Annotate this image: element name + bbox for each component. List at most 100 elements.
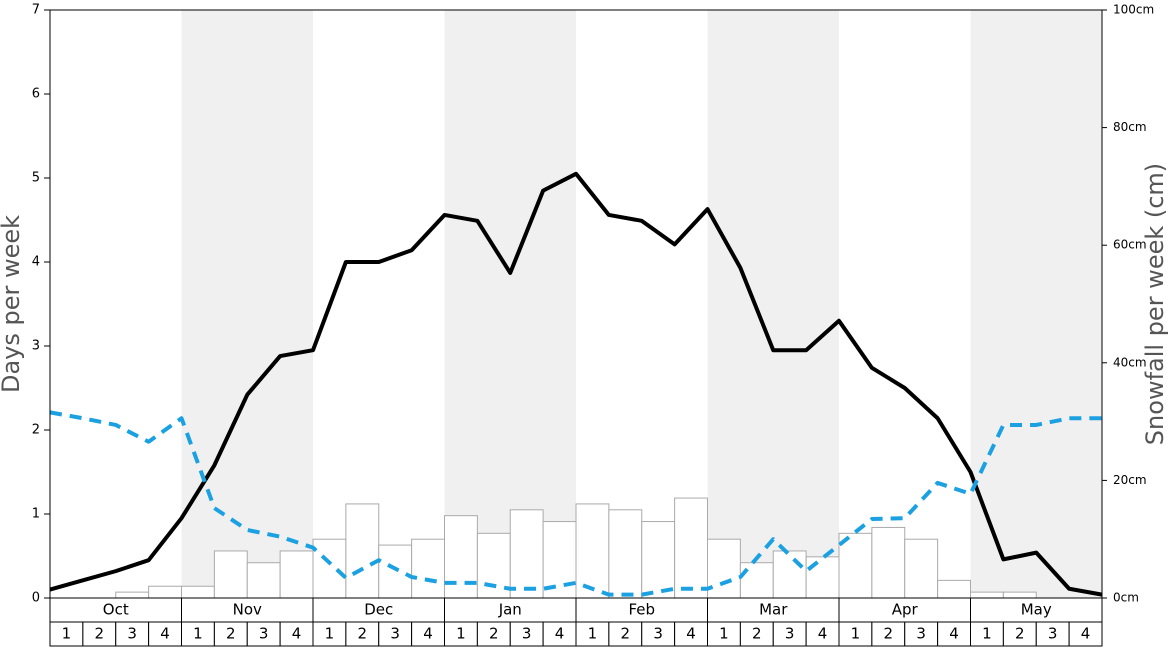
week-label: 1 — [193, 625, 203, 643]
week-cell — [707, 621, 741, 647]
snowfall-bar — [575, 503, 610, 599]
plot — [49, 171, 1103, 599]
week-label: 1 — [456, 625, 466, 643]
snowfall-bar — [1002, 591, 1037, 599]
y2-tick-label: 60cm — [1113, 238, 1147, 252]
week-cell — [312, 621, 347, 647]
week-label: 4 — [292, 625, 302, 643]
month-label: May — [1021, 601, 1052, 619]
week-cell — [1068, 621, 1103, 647]
week-cell — [937, 621, 971, 647]
week-label: 2 — [752, 625, 762, 643]
line — [49, 410, 1102, 597]
week-label: 3 — [127, 625, 137, 643]
week-cell — [213, 621, 248, 647]
month-label: Oct — [103, 601, 129, 619]
week-label: 1 — [719, 625, 729, 643]
week-label: 3 — [785, 625, 795, 643]
month-cell — [49, 597, 182, 623]
y-tick-label: 3 — [32, 339, 40, 354]
y2-tick-label: 80cm — [1113, 120, 1147, 134]
month-label: Nov — [233, 601, 262, 619]
week-label: 3 — [1048, 625, 1058, 643]
y-tick-label: 6 — [32, 87, 40, 102]
y-tick-label: 1 — [32, 507, 40, 522]
month-cell — [970, 597, 1103, 623]
snowfall-bar — [904, 538, 939, 599]
week-cell — [49, 621, 84, 647]
week-label: 2 — [226, 625, 236, 643]
week-cell — [411, 621, 445, 647]
week-label: 4 — [555, 625, 565, 643]
snowfall-bar — [707, 538, 741, 599]
y2-axis-title: Snowfall per week (cm) — [1141, 163, 1168, 445]
week-cell — [970, 621, 1004, 647]
snowfall-bar — [444, 515, 478, 599]
snowfall-bar — [805, 556, 840, 599]
snowfall-bar — [213, 550, 248, 599]
week-cell — [641, 621, 676, 647]
week-cell — [181, 621, 215, 647]
week-label: 3 — [522, 625, 532, 643]
snowfall-bar — [279, 550, 314, 599]
y-axis-title: Days per week — [0, 215, 25, 393]
week-cell — [1002, 621, 1037, 647]
week-cell — [279, 621, 314, 647]
week-cell — [444, 621, 478, 647]
month-shade — [970, 10, 1102, 598]
snowfall-bar — [641, 521, 676, 599]
week-label: 4 — [1081, 625, 1091, 643]
week-label: 2 — [884, 625, 894, 643]
y2-tick-label: 100cm — [1113, 3, 1154, 17]
week-label: 3 — [916, 625, 926, 643]
snowfall-bar — [115, 591, 150, 599]
week-label: 4 — [160, 625, 170, 643]
week-label: 4 — [423, 625, 433, 643]
month-label: Mar — [759, 601, 788, 619]
month-cell — [575, 597, 708, 623]
y-tick-label: 0 — [32, 591, 40, 606]
week-label: 2 — [1015, 625, 1025, 643]
snowfall-bar — [970, 591, 1004, 599]
snowfall-bar — [772, 550, 807, 599]
y2-tick-label: 0cm — [1113, 591, 1139, 605]
week-label: 2 — [358, 625, 368, 643]
month-label: Apr — [892, 601, 919, 619]
month-label: Jan — [498, 601, 522, 619]
snowfall-bar — [345, 503, 380, 599]
month-shade — [444, 10, 576, 598]
y-tick-label: 7 — [32, 3, 40, 18]
week-label: 2 — [95, 625, 105, 643]
y2-tick-label: 20cm — [1113, 473, 1147, 487]
week-label: 3 — [653, 625, 663, 643]
snowfall-bar — [608, 509, 643, 599]
week-label: 3 — [259, 625, 269, 643]
week-label: 1 — [62, 625, 72, 643]
week-label: 1 — [982, 625, 992, 643]
week-label: 2 — [621, 625, 631, 643]
month-shade — [707, 10, 839, 598]
background — [49, 10, 1103, 647]
line — [49, 171, 1103, 597]
week-label: 1 — [851, 625, 861, 643]
month-cell — [312, 597, 445, 623]
week-label: 3 — [390, 625, 400, 643]
plot-frame — [49, 9, 1103, 599]
snowfall-bar — [246, 562, 281, 599]
week-cell — [805, 621, 840, 647]
week-cell — [246, 621, 281, 647]
snowfall-bar — [739, 562, 774, 599]
month-label: Dec — [364, 601, 393, 619]
week-label: 4 — [949, 625, 959, 643]
week-cell — [904, 621, 939, 647]
y-tick-label: 5 — [32, 171, 40, 186]
snowfall-bar — [411, 538, 445, 599]
week-label: 4 — [818, 625, 828, 643]
week-label: 1 — [588, 625, 598, 643]
snowfall-bar — [148, 585, 182, 599]
week-label: 4 — [686, 625, 696, 643]
month-label: Feb — [628, 601, 655, 619]
snowfall-bar — [674, 497, 708, 599]
y-tick-label: 4 — [32, 255, 40, 270]
